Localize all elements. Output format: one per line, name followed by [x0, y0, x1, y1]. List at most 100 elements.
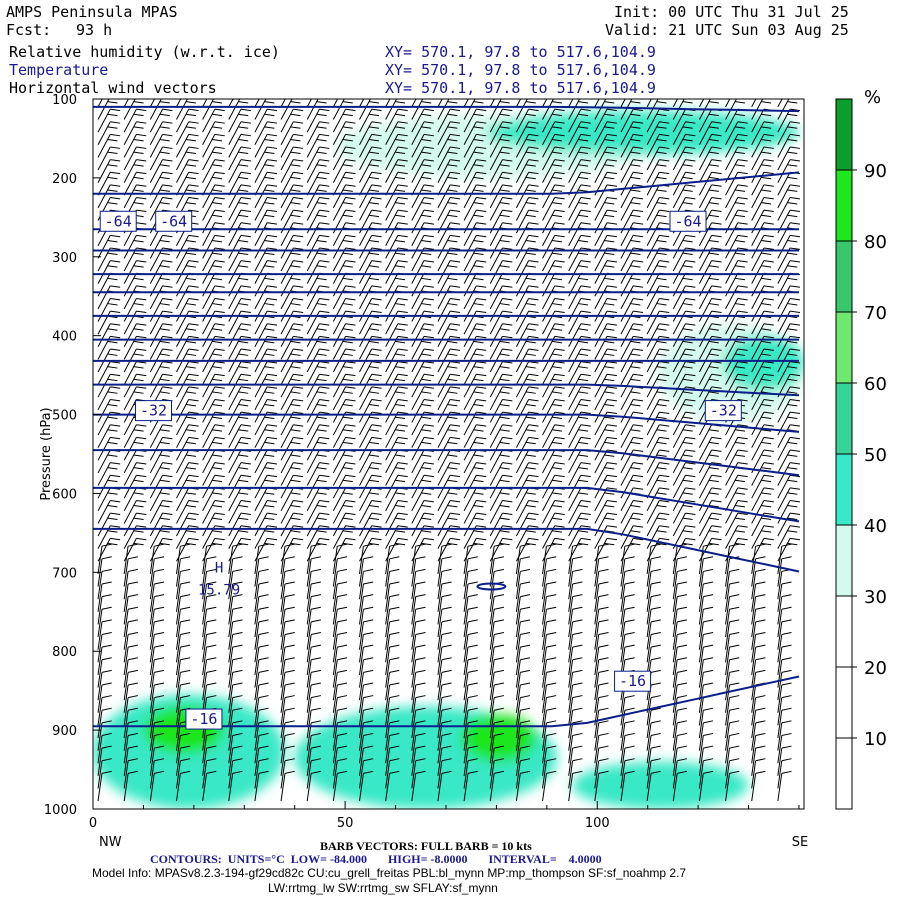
barb-flag	[316, 164, 327, 167]
barb-flag	[127, 644, 138, 648]
barb-flag	[421, 151, 432, 154]
wind-barb	[149, 99, 170, 120]
barb-flag	[293, 525, 304, 528]
wind-barb	[254, 581, 269, 612]
wind-barb	[280, 770, 295, 802]
barb-flag	[345, 285, 356, 288]
barb-flag	[136, 84, 146, 85]
barb-flag	[133, 366, 144, 369]
wind-barb	[280, 657, 295, 688]
barb-flag	[423, 133, 434, 137]
barb-flag	[342, 391, 353, 394]
barb-flag	[368, 239, 380, 243]
wind-barb	[280, 373, 304, 398]
barb-shaft	[359, 462, 373, 486]
wind-barb	[228, 386, 251, 411]
barb-flag	[110, 197, 121, 200]
wind-barb	[385, 133, 408, 158]
barb-shaft	[176, 374, 190, 398]
wind-barb	[332, 644, 348, 675]
barb-flag	[110, 146, 121, 149]
wind-barb	[202, 99, 208, 108]
barb-flag	[293, 159, 304, 162]
wind-barb	[202, 499, 225, 524]
barb-flag	[212, 176, 223, 180]
barb-flag	[264, 189, 275, 192]
barb-flag	[267, 462, 278, 465]
barb-flag	[345, 474, 356, 478]
wind-barb	[228, 556, 243, 587]
wind-barb	[97, 159, 121, 183]
barb-flag	[371, 323, 382, 326]
barb-shaft	[228, 583, 234, 612]
barb-shaft	[228, 722, 234, 751]
barb-shaft	[123, 108, 137, 133]
barb-shaft	[359, 609, 364, 638]
barb-shaft	[306, 146, 320, 171]
barb-flag	[154, 770, 165, 774]
barb-flag	[133, 151, 144, 154]
barb-flag	[107, 353, 118, 356]
barb-shaft	[228, 159, 242, 183]
barb-shaft	[411, 159, 425, 183]
barb-shaft	[228, 621, 234, 650]
barb-flag	[293, 97, 303, 98]
barb-flag	[110, 512, 121, 515]
barb-shaft	[97, 684, 103, 713]
barb-shaft	[332, 748, 338, 776]
barb-flag	[214, 133, 225, 137]
barb-flag	[389, 770, 400, 774]
barb-flag	[264, 441, 275, 445]
barb-flag	[345, 537, 356, 541]
barb-flag	[293, 108, 304, 112]
wind-barb	[202, 669, 217, 701]
wind-barb	[254, 669, 269, 701]
barb-flag	[284, 543, 295, 547]
barb-flag	[185, 492, 196, 495]
wind-barb	[254, 99, 275, 120]
barb-flag	[395, 542, 406, 546]
wind-barb	[306, 619, 321, 650]
barb-shaft	[97, 146, 111, 171]
barb-flag	[311, 745, 321, 749]
barb-shaft	[411, 146, 425, 171]
barb-flag	[500, 89, 510, 90]
wind-barb	[332, 298, 356, 322]
wind-barb	[97, 260, 121, 284]
barb-shaft	[332, 159, 347, 183]
barb-flag	[423, 386, 434, 389]
barb-flag	[389, 657, 400, 661]
barb-flag	[395, 391, 406, 394]
wind-barb	[149, 631, 165, 663]
barb-flag	[162, 146, 173, 149]
barb-shaft	[149, 285, 163, 310]
barb-flag	[159, 138, 170, 142]
barb-flag	[206, 669, 217, 673]
field-rh-label: Relative humidity (w.r.t. ice)	[9, 43, 280, 61]
barb-flag	[345, 184, 356, 187]
barb-shaft	[228, 172, 242, 196]
barb-flag	[162, 197, 173, 200]
wind-barb	[123, 146, 147, 171]
barb-shaft	[175, 609, 181, 638]
barb-shaft	[332, 99, 339, 108]
barb-shaft	[332, 184, 347, 209]
barb-flag	[206, 619, 217, 623]
barb-flag	[185, 265, 196, 268]
barb-shaft	[306, 197, 320, 221]
barb-flag	[133, 530, 144, 533]
barb-flag	[319, 298, 330, 301]
barb-flag	[101, 707, 112, 711]
wind-barb	[332, 499, 356, 524]
barb-shaft	[228, 197, 242, 221]
barb-shaft	[332, 558, 338, 587]
barb-shaft	[332, 474, 347, 499]
wind-barb	[97, 424, 121, 448]
barb-flag	[293, 373, 304, 377]
wind-barb	[97, 386, 121, 411]
barb-flag	[267, 499, 278, 503]
barb-flag	[107, 454, 118, 457]
barb-flag	[159, 328, 170, 331]
wind-barb	[254, 424, 278, 448]
barb-flag	[368, 113, 380, 117]
